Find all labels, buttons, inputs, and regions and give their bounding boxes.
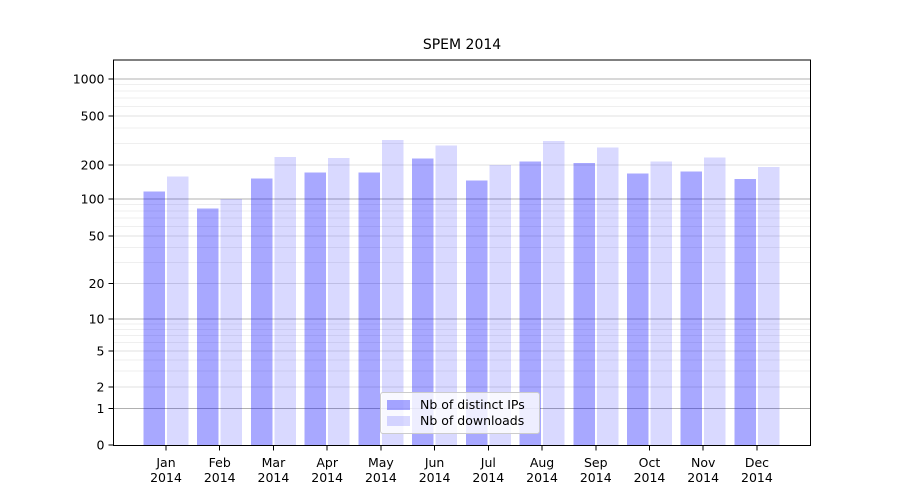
bar-distinct-ips [358,172,380,446]
bar-downloads [381,139,404,446]
legend-label-downloads: Nb of downloads [420,412,525,428]
bar-downloads [167,176,189,446]
x-tick-label: May 2014 [365,455,397,485]
legend-item-downloads: Nb of downloads [387,412,533,428]
bar-downloads [328,157,350,446]
legend-item-distinct-ips: Nb of distinct IPs [387,396,533,412]
y-tick-label: 0 [97,438,105,453]
bar-downloads [543,141,565,446]
legend-swatch-downloads [387,416,410,426]
y-tick-label: 5 [97,344,105,359]
x-tick-label: Nov 2014 [687,455,719,485]
bar-distinct-ips [304,172,327,446]
plot-border [112,59,812,447]
y-tick-label: 500 [81,109,105,124]
bar-downloads [489,165,511,446]
bar-downloads [757,167,780,446]
chart-title: SPEM 2014 [422,37,502,53]
bar-downloads [435,145,458,446]
bar-distinct-ips [197,208,219,446]
bar-downloads [650,161,672,446]
bar-distinct-ips [519,161,542,446]
y-tick-label: 2 [97,380,105,395]
y-tick-label: 200 [81,158,105,173]
x-tick-label: Mar 2014 [258,455,290,485]
x-tick-label: Aug 2014 [526,455,558,485]
y-tick-label: 100 [81,192,105,207]
legend-swatch-distinct-ips [387,400,410,410]
x-tick-label: Jul 2014 [472,455,504,485]
y-tick-label: 20 [89,276,105,291]
bar-distinct-ips [143,191,165,446]
x-tick-label: Sep 2014 [580,455,612,485]
bar-downloads [274,157,296,446]
x-tick-label: Dec 2014 [741,455,773,485]
bar-distinct-ips [680,171,703,446]
bar-downloads [704,157,726,446]
y-tick-label: 50 [89,229,105,244]
x-tick-label: Jun 2014 [419,455,451,485]
bar-distinct-ips [250,178,273,446]
bar-distinct-ips [465,180,488,446]
x-tick-label: Apr 2014 [311,455,343,485]
legend-label-distinct-ips: Nb of distinct IPs [420,396,525,412]
bar-distinct-ips [573,162,595,446]
y-tick-label: 10 [89,312,105,327]
x-tick-label: Feb 2014 [204,455,236,485]
legend: Nb of distinct IPs Nb of downloads [380,392,540,434]
bar-distinct-ips [412,158,434,446]
bar-distinct-ips [734,179,756,446]
bar-downloads [220,199,243,446]
x-tick-label: Oct 2014 [634,455,666,485]
x-tick-label: Jan 2014 [150,455,182,485]
y-tick-label: 1000 [73,72,105,87]
bar-distinct-ips [626,173,649,446]
y-tick-label: 1 [97,401,105,416]
bar-downloads [596,147,619,446]
